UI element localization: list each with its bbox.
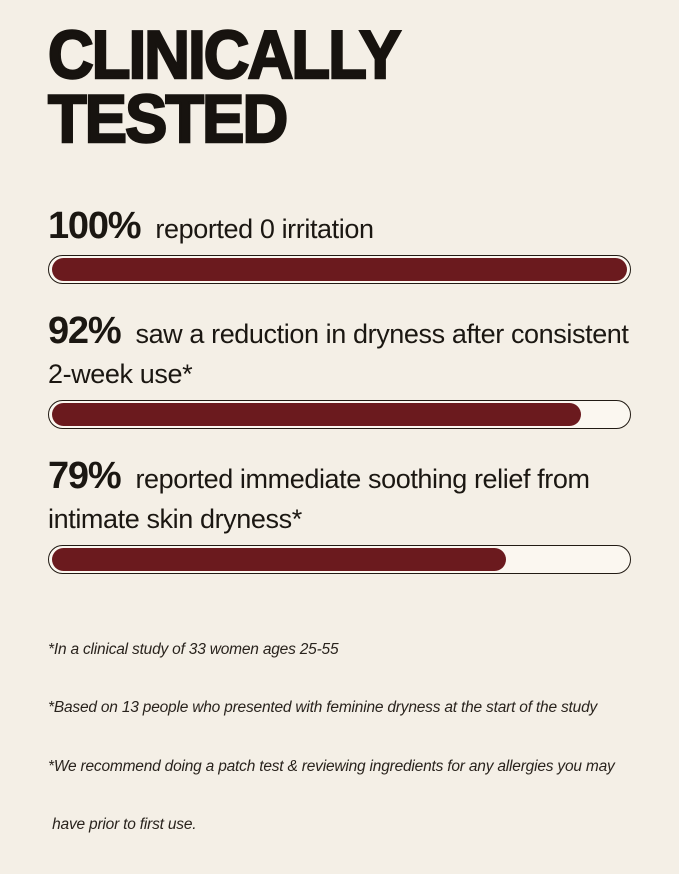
stat-dryness-reduction: 92% saw a reduction in dryness after cons… <box>48 311 631 429</box>
footnote-line: *Based on 13 people who presented with f… <box>48 699 598 717</box>
progress-bar-fill <box>52 547 507 571</box>
stat-text: 100% reported 0 irritation <box>48 206 631 249</box>
page-title: CLINICALLY TESTED <box>47 20 590 154</box>
stat-percent-value: 79% <box>48 454 122 497</box>
footnote-line: have prior to first use. <box>48 816 197 834</box>
stat-description: reported 0 irritation <box>155 213 374 244</box>
stat-percent-value: 92% <box>48 309 122 352</box>
infographic-page: CLINICALLY TESTED 100% reported 0 irritat… <box>47 20 631 833</box>
progress-bar-track <box>48 544 631 574</box>
footnote-line: *In a clinical study of 33 women ages 25… <box>48 640 339 658</box>
title-line-2: TESTED <box>47 80 289 157</box>
footnotes: *In a clinical study of 33 women ages 25… <box>48 601 631 874</box>
progress-bar-fill <box>52 402 581 426</box>
footnote-line: *We recommend doing a patch test & revie… <box>48 757 615 775</box>
stat-description: reported immediate soothing relief from … <box>48 463 590 534</box>
stat-percent-value: 100% <box>48 204 142 247</box>
stat-text: 92% saw a reduction in dryness after cons… <box>48 311 631 394</box>
stat-description: saw a reduction in dryness after consist… <box>48 318 629 389</box>
stat-irritation: 100% reported 0 irritation <box>48 206 631 284</box>
progress-bar-fill <box>52 257 627 281</box>
stat-soothing-relief: 79% reported immediate soothing relief fr… <box>48 456 631 574</box>
progress-bar-track <box>48 254 631 284</box>
stats-list: 100% reported 0 irritation 92% saw a reduc… <box>48 206 631 574</box>
title-line-1: CLINICALLY <box>47 17 403 93</box>
progress-bar-track <box>48 399 631 429</box>
stat-text: 79% reported immediate soothing relief fr… <box>48 456 631 539</box>
